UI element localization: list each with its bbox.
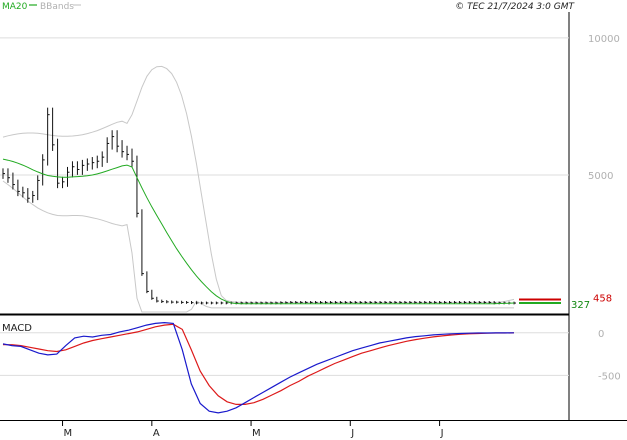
- ma20-line: [2, 158, 515, 305]
- source-stamp: © TEC 21/7/2024 3:0 GMT: [455, 2, 575, 12]
- bband-lower-line: [2, 180, 514, 313]
- price-ytick-label: 10000: [588, 34, 620, 45]
- macd-grid: [0, 332, 569, 376]
- x-tick-label: J: [350, 428, 354, 439]
- macd-ytick-label: 0: [598, 329, 604, 340]
- macd-series-group: [2, 321, 515, 414]
- x-tick-label: A: [153, 428, 160, 439]
- price-series-group: [2, 65, 516, 313]
- x-tick-label: J: [440, 428, 444, 439]
- macd-title: MACD: [2, 323, 32, 334]
- price-grid: [0, 37, 569, 176]
- bband-upper-line: [2, 65, 515, 303]
- macd-line: [2, 321, 515, 414]
- macd-signal-line: [3, 323, 515, 405]
- legend-ma20: MA20: [2, 2, 28, 12]
- x-tick-label: M: [252, 428, 261, 439]
- x-tick-label: M: [64, 428, 73, 439]
- last-value-markers: 327 458: [519, 293, 612, 311]
- legend-bbands: BBands: [40, 2, 74, 12]
- price-ytick-label: 5000: [588, 171, 613, 182]
- last-value-label: 327: [571, 300, 590, 311]
- price-yaxis-ticks: 10000 5000: [588, 34, 620, 182]
- last-value-label-2: 458: [593, 293, 612, 304]
- macd-yaxis-ticks: 0 -500: [598, 329, 621, 383]
- macd-ytick-label: -500: [598, 371, 621, 382]
